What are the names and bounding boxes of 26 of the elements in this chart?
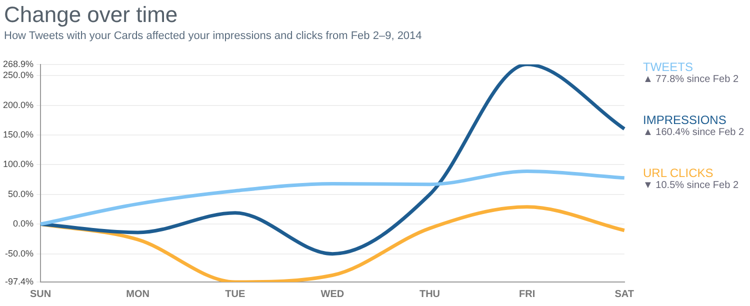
line-series — [38, 64, 626, 256]
y-tick-label: 50.0% — [8, 188, 34, 199]
x-tick-label: SUN — [30, 288, 52, 300]
text: ▲ 77.8% since Feb 2 — [643, 74, 740, 85]
x-tick-label: FRI — [519, 288, 536, 300]
text: ▼ 10.5% since Feb 2 — [643, 180, 740, 191]
series-label: IMPRESSIONS — [643, 113, 728, 127]
x-tick-label: WED — [320, 288, 344, 300]
x-tick-label: TUE — [225, 288, 246, 300]
y-tick-label: 200.0% — [2, 100, 34, 110]
y-tick-label: -50.0% — [4, 248, 34, 258]
x-tick-label: SAT — [614, 288, 634, 300]
chart-subtitle: How Tweets with your Cards affected your impressions and clicks from Feb 2–9, 2014 — [4, 30, 422, 42]
y-tick-label: 268.9% — [2, 58, 34, 69]
y-tick-label: 0.0% — [13, 218, 34, 229]
y-tick-label: 150.0% — [2, 130, 34, 140]
text: URL CLICKS — [643, 166, 714, 180]
y-tick-label: -97.4% — [4, 276, 34, 286]
x-tick-label: MON — [126, 288, 150, 300]
y-tick-label: 250.0% — [2, 70, 34, 80]
y-tick-label: 100.0% — [2, 159, 34, 170]
line-series — [38, 170, 626, 226]
text: TWEETS — [643, 60, 694, 74]
chart-title: Change over time — [4, 2, 178, 28]
x-tick-label: THU — [419, 288, 440, 300]
text: ▲ 160.4% since Feb 2 — [643, 127, 746, 138]
